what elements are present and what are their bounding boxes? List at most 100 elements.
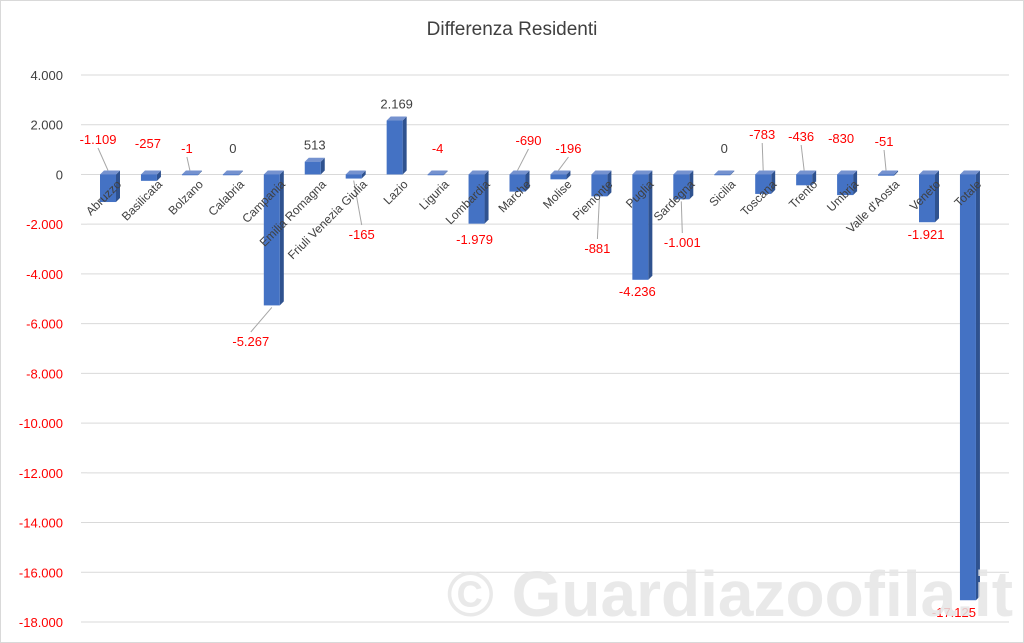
chart-title: Differenza Residenti [427,19,598,40]
data-label: 513 [304,138,326,153]
bar [714,174,731,176]
bar-top [100,170,120,175]
bar-top [919,170,939,175]
bar-top [550,170,571,175]
data-label: -165 [349,227,375,242]
data-label: -1.921 [908,227,945,242]
bars [100,116,980,601]
data-label: -51 [875,134,894,149]
data-label: -1.979 [456,232,493,247]
bar [959,174,976,601]
bar-top [591,170,612,175]
bar [755,174,772,194]
bar [427,174,444,176]
leader-lines [97,142,887,333]
bar-top [263,170,284,175]
bar-top [468,170,489,175]
leader-line [250,307,273,333]
data-label: 2.169 [380,97,413,112]
bar-side [607,170,612,197]
data-labels: -1.109 -257 -1 0 -5.267 513 -165 2.169 -4 -1.979 -… [80,97,976,620]
x-tick-label: Lazio [381,177,411,207]
y-tick-label: 0 [56,167,63,182]
bar-side [771,170,776,194]
bar [591,174,608,197]
y-tick-label: -18.000 [19,615,63,630]
bar-side [484,170,489,224]
data-label: -1 [181,141,193,156]
leader-line [353,180,363,226]
bar-top [632,170,653,175]
bar [509,174,526,192]
bar-top [837,170,858,175]
bar [386,120,403,175]
bar-side [402,116,407,175]
bar-side [156,170,161,181]
bar [632,174,649,280]
data-label: -17.125 [932,605,976,620]
leader-line [97,147,109,171]
y-tick-label: -4.000 [26,267,63,282]
bar [304,161,321,175]
x-tick-label: Liguria [416,177,452,213]
data-label: -196 [555,141,581,156]
bar [468,174,485,224]
bar-top [714,170,735,175]
data-label: -5.267 [232,334,269,349]
data-label: -257 [135,136,161,151]
leader-line [186,156,191,171]
leader-line [596,198,600,240]
bar-side [812,170,817,186]
leader-line [883,149,887,171]
data-label: 0 [229,141,236,156]
grid-layer [81,74,1009,623]
bar-side [894,170,899,176]
bar [263,174,280,306]
bar-top [427,170,448,175]
bar-side [116,170,120,203]
x-tick-label: Molise [540,177,575,212]
bar-top [796,170,817,175]
x-tick-label: Bolzano [165,177,206,218]
data-label: -436 [788,129,814,144]
bar-side [935,170,939,223]
y-tick-label: -10.000 [19,416,63,431]
bar-side [443,170,448,176]
y-tick-label: -8.000 [26,366,63,381]
bar-side [689,170,694,200]
y-tick-label: -14.000 [19,516,63,531]
bar-top [878,170,899,175]
bar-top [386,116,407,121]
leader-line [558,156,569,171]
bar-top [140,170,161,175]
bar-side [975,170,980,601]
bar-top [509,170,530,175]
data-label: -881 [584,241,610,256]
data-label: -4 [432,141,444,156]
bar-top [181,170,202,175]
bar-side [320,157,325,175]
bar-side [525,170,530,192]
y-tick-label: -12.000 [19,466,63,481]
leader-line [517,148,529,171]
leader-line [761,142,764,171]
bar [796,174,813,186]
x-tick-label: Sicilia [706,177,738,209]
bar-top [345,170,366,175]
data-label: -783 [749,127,775,142]
x-tick-label: Friuli Venezia Giulia [285,177,370,262]
bar [181,174,198,176]
bar [837,174,854,196]
bar [345,174,362,179]
bar-side [730,170,735,176]
bar-side [279,170,284,306]
bar [878,174,895,176]
watermark: © Guardiazoofila.it [447,558,1013,630]
bar-side [361,170,366,179]
x-tick-label: Basilicata [119,177,165,223]
data-label: -4.236 [619,284,656,299]
data-label: -690 [515,133,541,148]
y-tick-label: -2.000 [26,217,63,232]
